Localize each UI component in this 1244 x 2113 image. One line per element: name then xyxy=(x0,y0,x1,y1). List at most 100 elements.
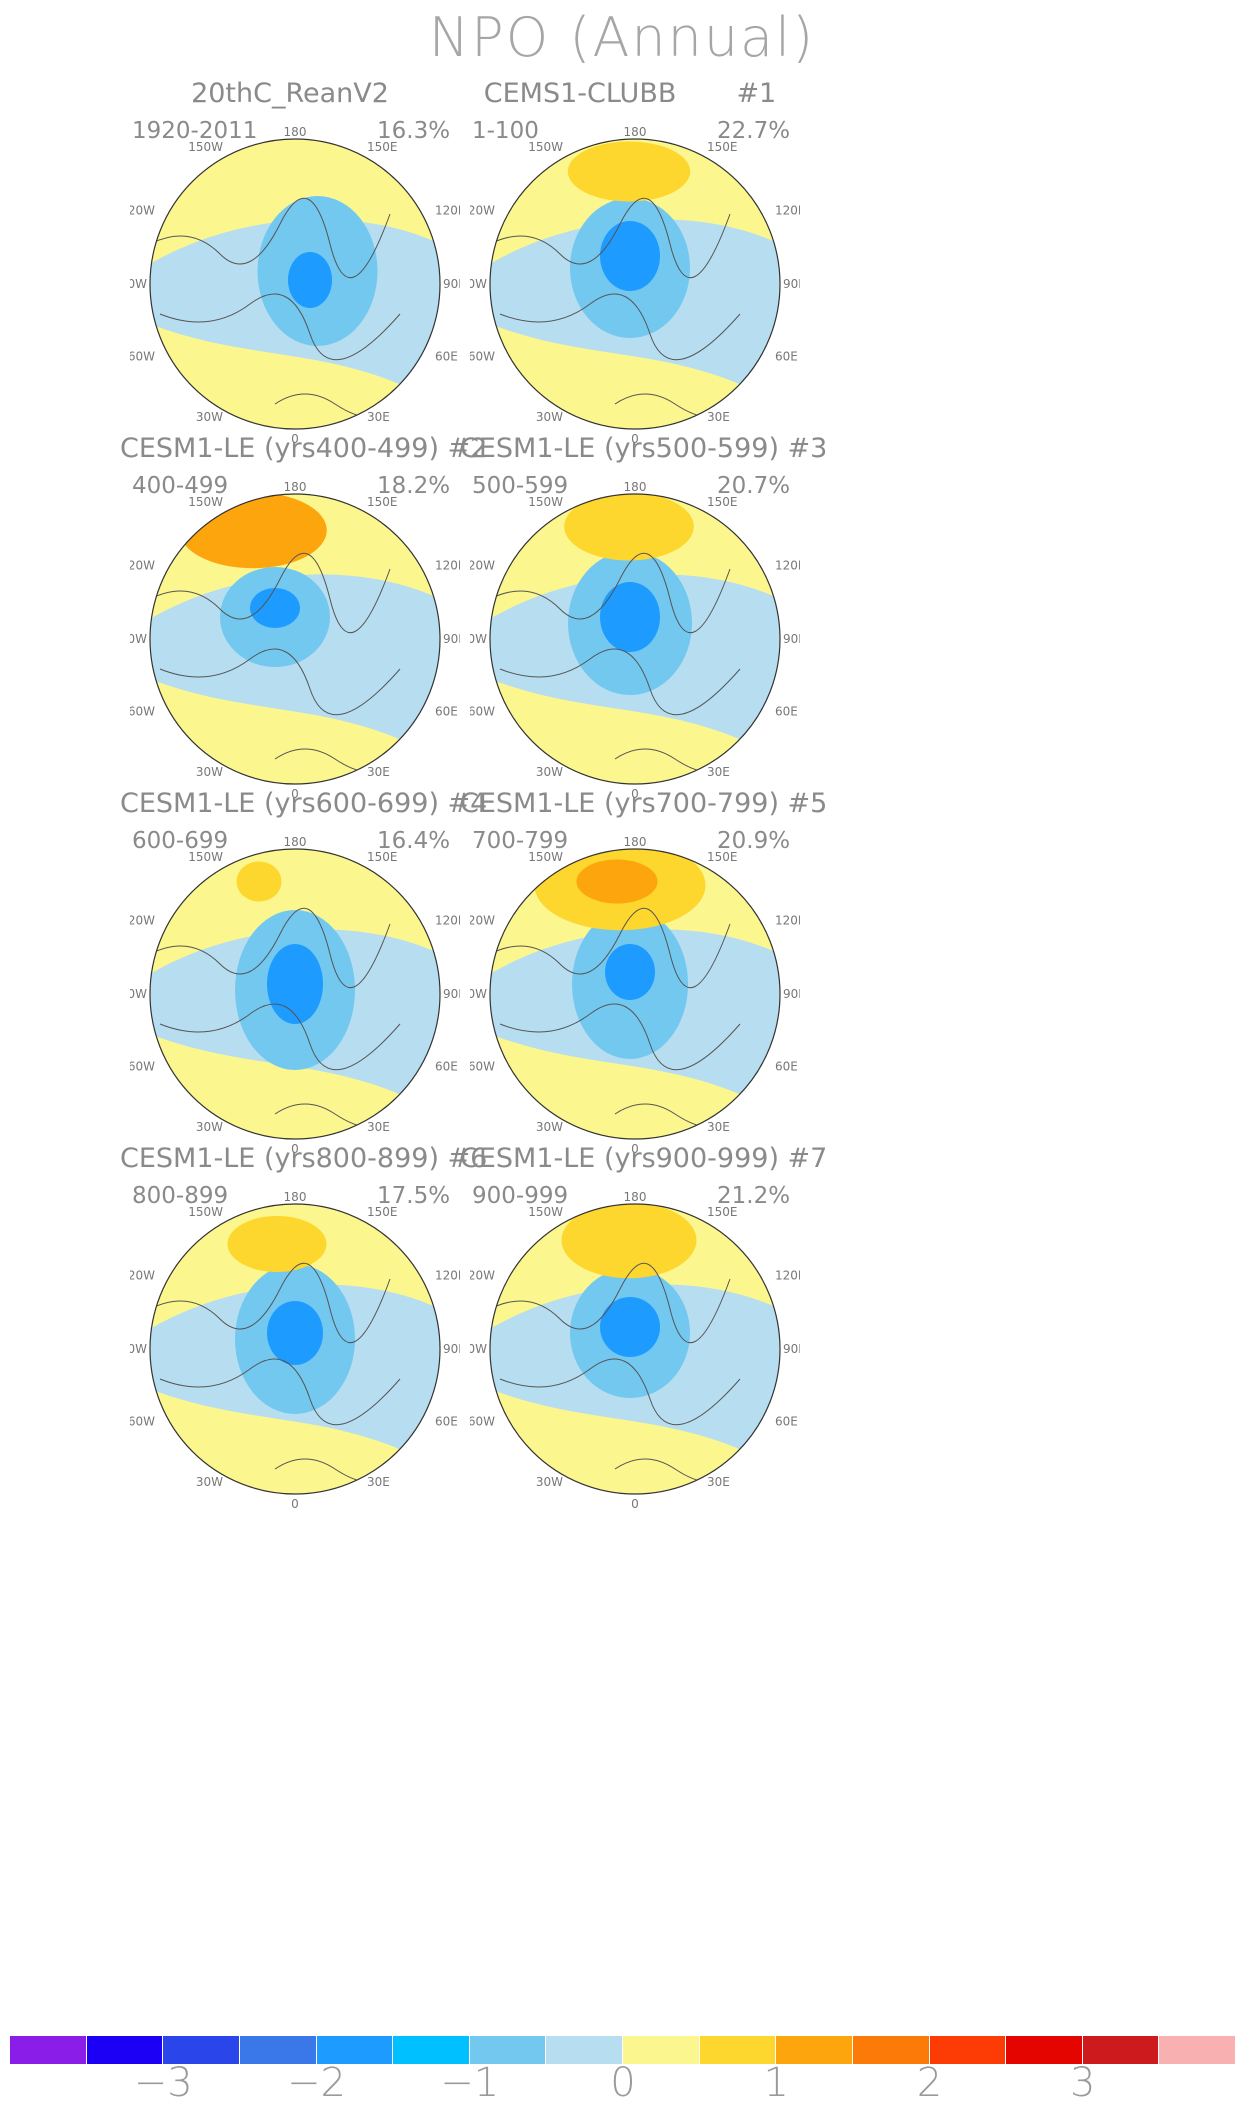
map-panel: CESM1-LE (yrs800-899) #6 800-899 17.5% 180 1… xyxy=(120,1143,605,1613)
map-panel: CESM1-LE (yrs900-999) #7 900-999 21.2% 180 1… xyxy=(460,1143,945,1613)
panel-title: 20thC_ReanV2 xyxy=(191,78,389,109)
polar-map: 180 150W 150E 120W 120E 90W 90E 60W 60E 30W 30E 0 xyxy=(470,125,800,446)
longitude-label: 150E xyxy=(367,1205,398,1219)
longitude-label: 150E xyxy=(367,850,398,864)
colorbar-swatch xyxy=(469,2036,547,2064)
longitude-label: 180 xyxy=(624,835,647,849)
polar-map: 180 150W 150E 120W 120E 90W 90E 60W 60E 30W 30E 0 xyxy=(130,125,460,446)
colorbar xyxy=(10,2036,1236,2064)
panel-variance-percent: 16.3% xyxy=(377,118,451,144)
longitude-label: 30W xyxy=(536,765,563,779)
longitude-label: 120W xyxy=(470,559,495,573)
longitude-label: 30E xyxy=(707,1475,730,1489)
map-panel: CESM1-LE (yrs700-799) #5 700-799 20.9% 180 1… xyxy=(460,788,945,1258)
longitude-label: 120E xyxy=(775,559,800,573)
low-anomaly xyxy=(288,252,332,308)
panel-variance-percent: 20.9% xyxy=(717,828,791,854)
longitude-label: 30E xyxy=(707,765,730,779)
longitude-label: 90W xyxy=(470,277,487,291)
longitude-label: 120E xyxy=(435,1269,460,1283)
longitude-label: 90W xyxy=(470,987,487,1001)
colorbar-swatch xyxy=(86,2036,164,2064)
longitude-label: 90W xyxy=(470,632,487,646)
longitude-label: 60W xyxy=(470,350,495,364)
longitude-label: 120E xyxy=(775,1269,800,1283)
colorbar-swatch xyxy=(546,2036,623,2064)
high-anomaly xyxy=(561,1204,697,1279)
panel-years: 600-699 xyxy=(132,828,229,854)
colorbar-swatch xyxy=(699,2036,777,2064)
longitude-label: 90E xyxy=(443,1342,460,1356)
longitude-label: 90E xyxy=(783,632,800,646)
longitude-label: 30W xyxy=(196,1475,223,1489)
longitude-label: 150E xyxy=(707,140,738,154)
low-anomaly xyxy=(600,221,660,291)
panel-variance-percent: 20.7% xyxy=(717,473,791,499)
panel-variance-percent: 21.2% xyxy=(717,1183,791,1209)
longitude-label: 90E xyxy=(783,277,800,291)
map-outline xyxy=(489,493,781,785)
map-panel: CESM1-LE (yrs600-699) #4 600-699 16.4% 180 1… xyxy=(120,788,605,1258)
panel-title: CESM1-LE (yrs600-699) #4 xyxy=(120,788,488,819)
longitude-label: 90E xyxy=(443,277,460,291)
longitude-label: 150E xyxy=(707,850,738,864)
colorbar-swatch xyxy=(1082,2036,1160,2064)
longitude-label: 90W xyxy=(130,1342,147,1356)
longitude-label: 150E xyxy=(707,1205,738,1219)
longitude-label: 90W xyxy=(130,277,147,291)
longitude-label: 0 xyxy=(631,1142,639,1156)
panel-title: CESM1-LE (yrs900-999) #7 xyxy=(460,1143,828,1174)
map-outline xyxy=(489,138,781,430)
panel-years: 1920-2011 xyxy=(132,118,258,144)
longitude-label: 30E xyxy=(707,410,730,424)
polar-map: 180 150W 150E 120W 120E 90W 90E 60W 60E 30W 30E 0 xyxy=(470,480,800,801)
panel-title: CESM1-LE (yrs500-599) #3 xyxy=(460,433,828,464)
colorbar-swatch xyxy=(929,2036,1007,2064)
longitude-label: 0 xyxy=(631,432,639,446)
colorbar-label: −2 xyxy=(287,2060,346,2106)
longitude-label: 60E xyxy=(775,1060,798,1074)
longitude-label: 60E xyxy=(775,350,798,364)
panel-variance-percent: 22.7% xyxy=(717,118,791,144)
longitude-label: 30E xyxy=(367,410,390,424)
longitude-label: 60W xyxy=(130,705,155,719)
longitude-label: 60E xyxy=(435,1415,458,1429)
longitude-label: 60W xyxy=(470,1415,495,1429)
longitude-label: 60E xyxy=(775,1415,798,1429)
longitude-label: 120W xyxy=(470,1269,495,1283)
low-anomaly xyxy=(600,582,660,652)
longitude-label: 120E xyxy=(775,914,800,928)
longitude-label: 150W xyxy=(528,850,563,864)
longitude-label: 0 xyxy=(291,1497,299,1511)
panel-years: 700-799 xyxy=(472,828,569,854)
panel-variance-percent: 16.4% xyxy=(377,828,451,854)
longitude-label: 0 xyxy=(631,787,639,801)
longitude-label: 120E xyxy=(775,204,800,218)
colorbar-swatch xyxy=(1159,2036,1236,2064)
map-outline xyxy=(149,138,441,430)
panel-title: CESM1-LE (yrs400-499) #2 xyxy=(120,433,488,464)
longitude-label: 150W xyxy=(528,1205,563,1219)
longitude-label: 90W xyxy=(470,1342,487,1356)
panel-years: 400-499 xyxy=(132,473,229,499)
longitude-label: 0 xyxy=(291,787,299,801)
longitude-label: 180 xyxy=(624,1190,647,1204)
longitude-label: 150W xyxy=(188,495,223,509)
longitude-label: 0 xyxy=(631,1497,639,1511)
longitude-label: 150W xyxy=(188,140,223,154)
longitude-label: 120W xyxy=(130,559,155,573)
map-panel: CEMS1-CLUBB #11-10022.7%180150W150E120W1… xyxy=(470,78,945,548)
colorbar-label: −1 xyxy=(440,2060,500,2106)
longitude-label: 150E xyxy=(367,495,398,509)
longitude-label: 90E xyxy=(443,632,460,646)
longitude-label: 180 xyxy=(284,480,307,494)
longitude-label: 30W xyxy=(536,410,563,424)
longitude-label: 30E xyxy=(367,1120,390,1134)
page-title: NPO (Annual) xyxy=(428,6,816,69)
longitude-label: 120W xyxy=(130,204,155,218)
panel-title: CEMS1-CLUBB #1 xyxy=(483,78,777,109)
longitude-label: 30W xyxy=(196,765,223,779)
map-outline xyxy=(149,848,441,1140)
longitude-label: 30W xyxy=(196,410,223,424)
colorbar-swatch xyxy=(393,2036,470,2064)
